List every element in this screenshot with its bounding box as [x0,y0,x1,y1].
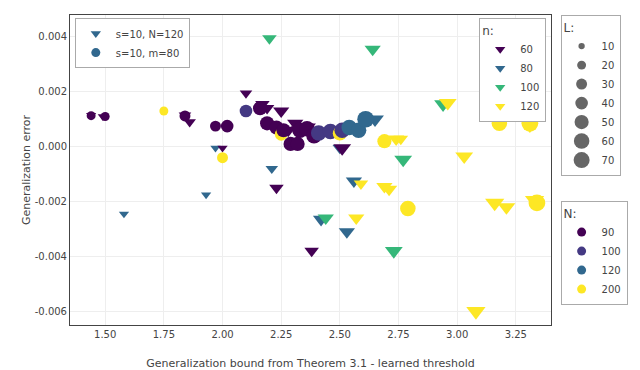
svg-text:120: 120 [602,265,621,276]
svg-text:120: 120 [520,101,539,112]
svg-text:60: 60 [520,44,533,55]
svg-text:50: 50 [602,117,615,128]
svg-text:s=10, m=80: s=10, m=80 [116,48,180,59]
svg-text:40: 40 [602,98,615,109]
svg-text:80: 80 [520,63,533,74]
svg-text:s=10, N=120: s=10, N=120 [116,29,184,40]
svg-text:30: 30 [602,79,615,90]
svg-text:3.25: 3.25 [505,329,527,340]
svg-text:n:: n: [482,24,494,38]
svg-text:100: 100 [520,82,539,93]
svg-text:0.002: 0.002 [38,86,67,97]
svg-text:20: 20 [602,60,615,71]
svg-text:10: 10 [602,41,615,52]
svg-text:60: 60 [602,136,615,147]
svg-text:1.75: 1.75 [153,329,175,340]
svg-text:L:: L: [564,21,575,35]
svg-text:200: 200 [602,284,621,295]
svg-text:3.00: 3.00 [446,329,468,340]
svg-text:2.00: 2.00 [211,329,233,340]
svg-text:Generalization bound from Theo: Generalization bound from Theorem 3.1 - … [146,357,475,370]
svg-text:70: 70 [602,155,615,166]
svg-text:90: 90 [602,227,615,238]
svg-text:0.004: 0.004 [38,31,67,42]
svg-text:Generalization error: Generalization error [20,114,33,225]
svg-text:N:: N: [564,207,577,221]
svg-text:-0.002: -0.002 [35,196,67,207]
svg-text:2.25: 2.25 [270,329,292,340]
svg-text:1.50: 1.50 [94,329,116,340]
svg-text:100: 100 [602,246,621,257]
svg-text:-0.006: -0.006 [35,306,67,317]
svg-text:2.50: 2.50 [329,329,351,340]
svg-text:-0.004: -0.004 [35,251,67,262]
svg-text:2.75: 2.75 [387,329,409,340]
svg-text:0.000: 0.000 [38,141,67,152]
